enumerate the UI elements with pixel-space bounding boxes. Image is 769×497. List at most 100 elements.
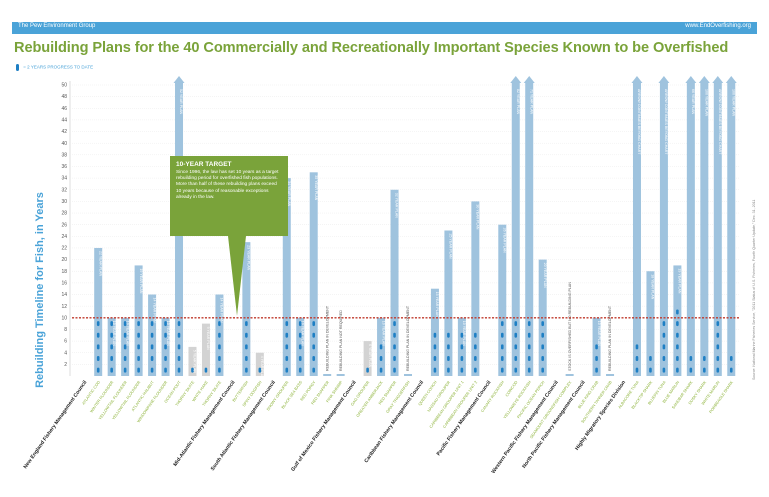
progress-figure	[123, 332, 127, 338]
progress-figure	[285, 356, 289, 362]
progress-figure	[541, 321, 544, 327]
progress-figure	[312, 321, 316, 327]
progress-figure	[298, 321, 302, 327]
progress-figure	[460, 367, 464, 373]
y-tick-label: 16	[61, 280, 67, 286]
progress-figure	[393, 321, 396, 327]
progress-figure	[474, 344, 477, 350]
plan-label: 10 YEAR PLAN	[462, 321, 466, 347]
progress-figure	[312, 367, 316, 373]
y-tick-label: 4	[64, 350, 67, 356]
progress-figure	[312, 332, 316, 338]
progress-figure	[298, 332, 302, 338]
progress-figure	[474, 356, 477, 362]
progress-figure	[218, 344, 221, 350]
plan-bar	[430, 288, 439, 376]
plan-label: 82 YEAR PLAN	[516, 89, 520, 115]
progress-figure	[204, 367, 208, 373]
plan-bar	[713, 83, 722, 376]
progress-figure	[298, 367, 302, 373]
group-label: South Atlantic Fishery Management Counci…	[210, 379, 277, 472]
plan-label: 22 YEAR PLAN	[98, 251, 102, 277]
arrow-head	[510, 76, 522, 83]
plan-label: 66 YEAR PLAN	[691, 89, 695, 115]
progress-figure	[460, 356, 464, 362]
plan-bar	[525, 83, 534, 376]
plan-label: 15 YEAR PLAN	[435, 292, 439, 318]
group-label: New England Fishery Management Council	[23, 379, 89, 470]
progress-figure	[676, 367, 679, 373]
progress-figure	[393, 367, 396, 373]
progress-figure	[379, 344, 383, 350]
progress-figure	[298, 356, 302, 362]
progress-figure	[595, 367, 598, 373]
ten-year-target-callout: 10-YEAR TARGET Since 1996, the law has s…	[170, 156, 288, 236]
progress-figure	[150, 321, 154, 327]
plan-label: 19 YEAR PLAN	[678, 268, 682, 294]
progress-figure	[177, 356, 181, 362]
progress-figure	[258, 367, 262, 373]
progress-figure	[123, 321, 127, 327]
progress-figure	[662, 332, 666, 338]
progress-figure	[474, 367, 477, 373]
plan-bar	[632, 83, 641, 376]
top-banner: The Pew Environment Group www.EndOverfis…	[12, 22, 757, 34]
plan-label: 52 YEAR PLAN	[179, 89, 183, 115]
y-tick-label: 20	[61, 257, 67, 263]
plan-label: 6 YEAR PLAN	[368, 344, 372, 368]
plan-label: 10 YEAR PLAN	[597, 321, 601, 347]
progress-figure	[164, 367, 167, 373]
progress-figure	[123, 356, 127, 362]
arrow-head	[631, 76, 643, 83]
y-tick-label: 42	[61, 129, 67, 135]
plan-bar	[498, 224, 507, 376]
plan-bar	[646, 271, 655, 376]
progress-figure	[96, 344, 100, 350]
progress-figure	[460, 344, 464, 350]
y-tick-label: 32	[61, 187, 67, 193]
plan-bar	[700, 83, 709, 376]
plan-label: REBUILDING PLAN IN DEVELOPMENT	[325, 305, 329, 371]
plan-bar	[659, 83, 668, 376]
progress-figure	[177, 367, 181, 373]
progress-figure	[298, 344, 302, 350]
progress-figure	[150, 344, 154, 350]
y-tick-label: 40	[61, 141, 67, 147]
plan-label: 10 YEAR PLAN	[300, 321, 304, 347]
progress-figure	[514, 344, 518, 350]
plan-bar	[309, 172, 318, 376]
progress-figure	[514, 356, 518, 362]
callout-pointer	[228, 236, 246, 316]
progress-figure	[500, 356, 504, 362]
plan-bar	[255, 352, 264, 376]
website-url[interactable]: www.EndOverfishing.org	[685, 23, 751, 29]
plan-label: 4 YEAR PLAN	[260, 356, 264, 380]
plan-label: 100 YEAR PLAN	[731, 89, 735, 117]
progress-figure	[527, 332, 531, 338]
plan-label: ARROW CONTINUES BEYOND CHART	[664, 89, 668, 155]
plan-label: REBUILDING PLAN NOT REQUIRED	[339, 310, 343, 371]
progress-figure	[177, 344, 181, 350]
progress-figure	[433, 344, 437, 350]
progress-figure	[527, 356, 531, 362]
publisher-name: The Pew Environment Group	[18, 23, 96, 29]
y-tick-label: 48	[61, 94, 67, 100]
progress-figure	[312, 356, 316, 362]
plan-label: 14 YEAR PLAN	[220, 298, 224, 324]
plan-label: 18 YEAR PLAN	[651, 274, 655, 300]
no-plan-marker	[404, 374, 412, 376]
progress-figure	[527, 367, 531, 373]
plan-label: 10 YEAR PLAN	[112, 321, 116, 347]
progress-figure	[164, 321, 167, 327]
progress-figure	[96, 321, 100, 327]
arrow-head	[173, 76, 185, 83]
progress-figure	[729, 367, 733, 373]
progress-figure	[245, 344, 248, 350]
progress-figure	[500, 367, 504, 373]
y-tick-label: 12	[61, 304, 67, 310]
progress-figure	[150, 356, 154, 362]
plan-bar	[363, 341, 372, 376]
progress-figure	[649, 356, 652, 362]
progress-figure	[447, 332, 450, 338]
y-tick-label: 14	[61, 292, 67, 298]
